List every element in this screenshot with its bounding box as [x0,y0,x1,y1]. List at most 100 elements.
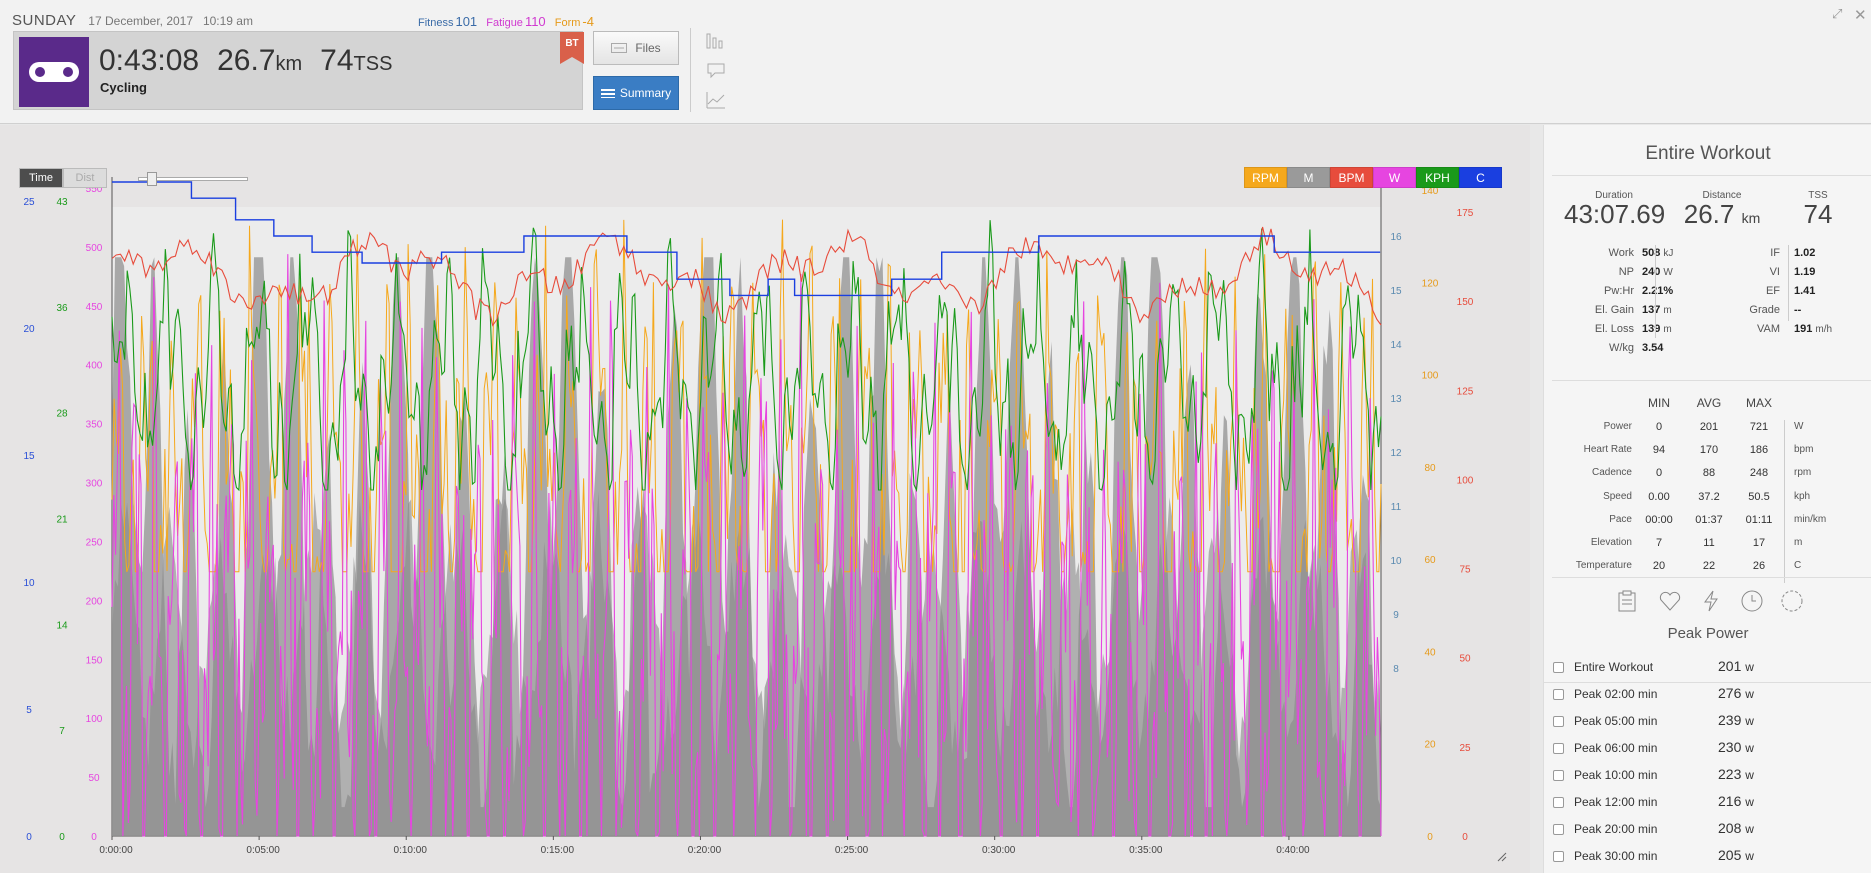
mm-row-label: Power [1603,421,1632,432]
mm-unit: W [1794,421,1804,432]
tss-unit: TSS [353,53,393,75]
mm-row: Power 0 201 721 W [1544,421,1871,444]
zoom-slider-handle[interactable] [147,172,157,186]
stat-label: EF [1765,285,1780,297]
peak-power-row[interactable]: Peak 10:00 min 223 w [1544,764,1871,791]
peak-checkbox[interactable] [1553,716,1564,727]
stat-value: 3.54 [1642,342,1664,354]
comment-icon[interactable] [705,60,727,80]
close-icon[interactable]: ✕ [1854,7,1867,24]
peak-unit: w [1745,768,1754,782]
mm-avg: 01:37 [1695,513,1723,526]
peak-checkbox[interactable] [1553,689,1564,700]
cycling-icon [19,37,89,107]
peak-power-row[interactable]: Entire Workout 201 w [1544,656,1871,683]
legend-toggle-c[interactable]: C [1459,167,1502,188]
workout-header: SUNDAY 17 December, 2017 10:19 am Fitnes… [0,0,1871,124]
x-axis-tick-label: 0:25:00 [835,845,869,856]
stat-value: 137 [1642,304,1661,316]
legend-toggle-w[interactable]: W [1373,167,1416,188]
cadence-axis-tick: 28 [56,409,68,420]
stat-label: El. Loss [1594,323,1634,335]
peak-power-row[interactable]: Peak 02:00 min 276 w [1544,683,1871,710]
summary-label: Summary [619,86,672,100]
mm-min: 94 [1652,444,1666,457]
peak-unit: w [1745,660,1754,674]
zoom-slider[interactable] [138,172,248,186]
distance-unit: km [1741,210,1761,226]
mm-row-label: Pace [1609,513,1632,525]
speed-axis-tick: 10 [23,578,35,589]
resize-handle-icon[interactable] [1497,852,1507,862]
peak-name: Peak 10:00 min [1574,768,1658,782]
heart-icon[interactable] [1658,589,1682,613]
peak-power-row[interactable]: Peak 30:00 min 205 w [1544,845,1871,872]
stat-value: 1.02 [1794,247,1816,259]
legend-toggle-bpm[interactable]: BPM [1330,167,1373,188]
peak-power-row[interactable]: Peak 12:00 min 216 w [1544,791,1871,818]
mm-max: 50.5 [1748,490,1770,503]
expand-icon[interactable]: ⤢ [1832,6,1843,21]
rpm-axis-tick: 20 [1424,740,1436,751]
mm-row-label: Cadence [1591,467,1632,479]
peak-checkbox[interactable] [1553,851,1564,862]
temperature-axis-tick: 15 [1390,286,1402,297]
analysis-chart-icon[interactable] [705,90,727,110]
stat-unit: W [1663,267,1673,278]
power-axis-tick: 400 [86,361,103,372]
series-kph-line [111,220,1382,493]
legend-toggle-kph[interactable]: KPH [1416,167,1459,188]
bar-chart-icon[interactable] [705,30,727,50]
divider [1552,380,1871,381]
rpm-axis-tick: 0 [1427,832,1433,843]
workout-chart[interactable]: 0510152025071421283643050100150200250300… [0,125,1530,873]
summary-panel: Entire Workout Duration 43:07.69 Distanc… [1543,125,1871,873]
stat-value: 191 [1794,323,1813,335]
x-axis-tick-label: 0:30:00 [982,845,1016,856]
peak-power-row[interactable]: Peak 05:00 min 239 w [1544,710,1871,737]
power-bolt-icon[interactable] [1700,589,1722,613]
mm-max: 26 [1752,560,1766,573]
bt-badge[interactable]: BT [560,32,584,64]
time-dist-toggle: Time Dist [19,168,107,188]
speed-axis-tick: 5 [26,705,32,716]
fitness-label: Fitness [418,17,454,29]
mm-min: 7 [1655,537,1663,549]
peak-checkbox[interactable] [1553,824,1564,835]
mm-max: 186 [1749,444,1769,457]
bpm-axis-tick: 50 [1459,654,1471,665]
mm-unit: m [1794,537,1803,548]
header-divider [690,28,691,112]
speed-axis-tick: 0 [26,832,32,843]
legend-toggle-m[interactable]: M [1287,167,1330,188]
stat-unit: m [1663,324,1672,335]
cadence-axis-tick: 43 [56,197,68,208]
legend-toggle-rpm[interactable]: RPM [1244,167,1287,188]
peak-checkbox[interactable] [1553,770,1564,781]
files-button[interactable]: Files [593,31,679,65]
peak-checkbox[interactable] [1553,662,1564,673]
clock-icon[interactable] [1740,589,1764,613]
summary-button[interactable]: Summary [593,76,679,110]
stat-label: NP [1618,266,1634,278]
duration-value: 43:07.69 [1564,199,1666,229]
mm-row-label: Temperature [1575,560,1632,572]
speed-axis-tick: 25 [23,197,35,208]
stat-unit: kJ [1663,248,1674,259]
time-toggle-button[interactable]: Time [19,168,63,188]
bpm-axis-tick: 150 [1457,297,1474,308]
fitness-value: 101 [455,14,478,29]
mm-column-header: MAX [1745,396,1772,410]
distance-unit: km [275,53,303,75]
stat-label: IF [1770,247,1780,259]
peak-power-row[interactable]: Peak 06:00 min 230 w [1544,737,1871,764]
peak-unit: w [1745,714,1754,728]
dist-toggle-button[interactable]: Dist [63,168,107,188]
peak-power-row[interactable]: Peak 20:00 min 208 w [1544,818,1871,845]
peak-checkbox[interactable] [1553,743,1564,754]
lap-icon[interactable] [1780,589,1804,613]
peak-checkbox[interactable] [1553,797,1564,808]
clipboard-icon[interactable] [1616,589,1638,613]
peak-name: Peak 20:00 min [1574,822,1658,836]
peak-unit: w [1745,822,1754,836]
